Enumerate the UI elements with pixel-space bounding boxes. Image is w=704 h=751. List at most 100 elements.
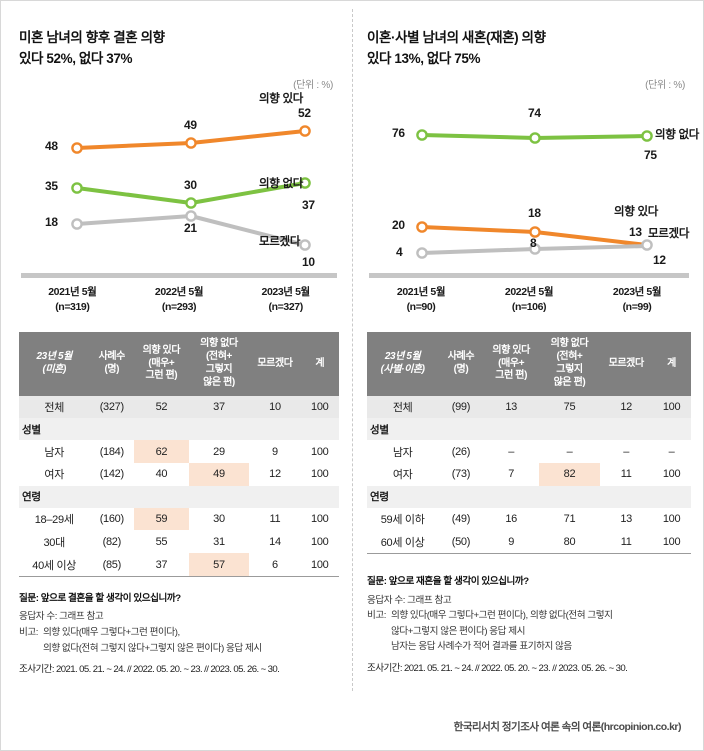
notes-left: 질문: 앞으로 결혼을 할 생각이 있으십니까? 응답자 수: 그래프 참고 비… [19, 591, 339, 678]
point-dk-2022 [185, 210, 197, 222]
point-no-2022 [529, 132, 541, 144]
table-row: 30대 (82) 55 31 14 100 [19, 530, 339, 553]
title-line2: 있다 52%, 없다 37% [19, 50, 133, 66]
point-no-2023 [299, 177, 311, 189]
cell-sum: 100 [652, 530, 691, 555]
note-period: 조사기간: 2021. 05. 21. ~ 24. // 2022. 05. 2… [367, 662, 628, 674]
value-label-dk-2022: 8 [530, 236, 537, 251]
cell-n: (73) [451, 468, 471, 481]
line-chart-left: 48 49 52 35 30 37 18 21 10 의향 있다 의향 없다 모… [19, 93, 339, 273]
cell-dk: 13 [620, 512, 632, 525]
cell-dk: 12 [269, 468, 281, 481]
title-line1: 이혼·사별 남녀의 새혼(재혼) 의향 [367, 30, 546, 45]
cell-yes: 52 [134, 395, 189, 419]
x-tick-label: 2023년 5월 [261, 286, 311, 299]
value-label-yes-2021: 20 [392, 218, 405, 233]
x-tick-sample: (n=327) [268, 301, 304, 314]
point-yes-dk-2023 [641, 239, 653, 251]
x-tick-label: 2022년 5월 [504, 286, 554, 299]
group-label: 연령 [367, 485, 691, 508]
note-remark-key: 비고: [19, 626, 38, 638]
note-remark: 비고: 의향 있다(매우 그렇다+그런 편이다), 의향 없다(전혀 그렇지 않… [367, 608, 691, 655]
unit-note-left: (단위 : %) [293, 80, 333, 92]
cell-no: – [566, 445, 573, 458]
x-tick-2021: 2021년 5월 (n=90) [367, 285, 475, 315]
note-period: 조사기간: 2021. 05. 21. ~ 24. // 2022. 05. 2… [19, 664, 280, 676]
series-label-dk: 모르겠다 [648, 228, 690, 241]
series-label-no: 의향 없다 [259, 178, 304, 191]
x-tick-sample: (n=106) [511, 301, 547, 314]
panel-remarriage-intention: 이혼·사별 남녀의 새혼(재혼) 의향 있다 13%, 없다 75% (단위 :… [353, 1, 703, 691]
cell-n: (160) [99, 512, 124, 525]
cell-n: (82) [102, 535, 122, 548]
table-row: 60세 이상 (50) 9 80 11 100 [367, 530, 691, 555]
page-title-left: 미혼 남녀의 향후 결혼 의향 있다 52%, 없다 37% [19, 28, 339, 69]
table-row: 남자 (184) 62 29 9 100 [19, 440, 339, 463]
value-label-dk-2022: 21 [184, 221, 197, 236]
title-line1: 미혼 남녀의 향후 결혼 의향 [19, 30, 165, 45]
cell-dk: 11 [620, 468, 632, 481]
series-label-yes: 의향 있다 [259, 93, 304, 106]
th-segment: 23년 5월 (사별·이혼) [367, 332, 439, 396]
value-label-yes-2023: 52 [298, 106, 311, 121]
cell-dk: 11 [600, 530, 653, 555]
table-row: 18–29세 (160) 59 30 11 100 [19, 507, 339, 531]
cell-dk: 11 [269, 512, 281, 525]
cell-n: (26) [451, 445, 471, 458]
point-dk-2021 [416, 247, 428, 259]
table-header-row: 23년 5월 (사별·이혼) 사례수 (명) 의향 있다 (매우+ 그런 편) … [367, 332, 691, 396]
panel-divider [352, 9, 353, 691]
note-respondents: 응답자 수: 그래프 참고 [367, 594, 452, 606]
value-label-dk-2023: 12 [653, 253, 666, 268]
cell-no: 49 [188, 463, 250, 486]
cell-yes: 40 [155, 468, 168, 481]
cell-sum: 100 [662, 468, 681, 481]
table-row: 남자 (26) – – – – [367, 440, 691, 463]
cell-no: 31 [213, 535, 225, 548]
cell-dk: 6 [249, 553, 301, 577]
th-sample-size: 사례수 (명) [89, 332, 135, 396]
x-tick-2022: 2022년 5월 (n=293) [126, 285, 233, 315]
table-row: 59세 이하 (49) 16 71 13 100 [367, 508, 691, 531]
cell-label: 18–29세 [34, 513, 74, 526]
cell-sum: 100 [662, 512, 681, 525]
cell-dk: 12 [600, 395, 653, 419]
value-label-dk-2021: 18 [45, 215, 58, 230]
value-label-yes-2023: 13 [629, 225, 642, 240]
table-group-age: 연령 [19, 485, 339, 508]
series-label-no: 의향 없다 [655, 129, 700, 142]
cell-yes: 62 [134, 440, 189, 463]
cell-sum: 100 [300, 395, 339, 419]
x-tick-2021: 2021년 5월 (n=319) [19, 285, 126, 315]
table-row: 40세 이상 (85) 37 57 6 100 [19, 553, 339, 577]
cell-yes: 59 [134, 507, 189, 531]
note-remark-line2: 의향 없다(전혀 그렇지 않다+그렇지 않은 편이다) 응답 제시 [42, 642, 262, 654]
cell-no: 82 [538, 463, 601, 486]
table-row: 여자 (73) 7 82 11 100 [367, 463, 691, 486]
line-chart-left-svg [71, 125, 311, 251]
cell-label: 40세 이상 [19, 553, 90, 577]
table-header-row: 23년 5월 (미혼) 사례수 (명) 의향 있다 (매우+ 그런 편) 의향 … [19, 332, 339, 396]
cell-label: 59세 이하 [380, 513, 425, 526]
th-segment: 23년 5월 (미혼) [19, 332, 90, 396]
note-remark-line3: 남자는 응답 사례수가 적어 결과를 표기하지 않음 [390, 641, 572, 653]
cell-sum: 100 [300, 553, 339, 577]
cell-sum: 100 [311, 512, 329, 525]
cell-sum: 100 [311, 468, 329, 481]
th-total: 계 [652, 332, 691, 396]
x-tick-sample: (n=319) [55, 301, 90, 314]
panel-marriage-intention: 미혼 남녀의 향후 결혼 의향 있다 52%, 없다 37% (단위 : %) [1, 1, 353, 691]
cell-n: (142) [99, 468, 124, 481]
cell-dk: 14 [269, 535, 281, 548]
cell-n: (327) [89, 395, 135, 419]
cell-label: 여자 [44, 469, 65, 482]
table-row: 여자 (142) 40 49 12 100 [19, 463, 339, 486]
x-tick-2022: 2022년 5월 (n=106) [475, 285, 583, 315]
value-label-no-2022: 30 [184, 178, 197, 193]
cell-no: 71 [563, 512, 576, 525]
cell-n: (49) [451, 512, 471, 525]
x-axis-labels-right: 2021년 5월 (n=90) 2022년 5월 (n=106) 2023년 5… [367, 285, 691, 315]
point-no-2021 [416, 129, 428, 141]
value-label-yes-2022: 18 [528, 206, 541, 221]
cell-no: 75 [538, 395, 601, 419]
